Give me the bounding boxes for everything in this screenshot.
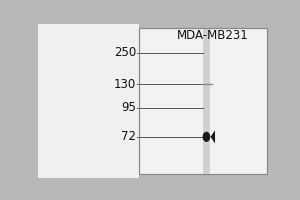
Polygon shape [211, 130, 215, 143]
Ellipse shape [202, 132, 210, 142]
Text: 130: 130 [114, 78, 136, 91]
Text: 72: 72 [121, 130, 136, 143]
Bar [139, 28, 266, 174]
Bar [139, 28, 266, 174]
Bar [203, 28, 210, 174]
Text: 95: 95 [122, 101, 136, 114]
Text: 250: 250 [114, 46, 136, 59]
Text: MDA-MB231: MDA-MB231 [177, 29, 249, 42]
Bar [38, 24, 139, 178]
